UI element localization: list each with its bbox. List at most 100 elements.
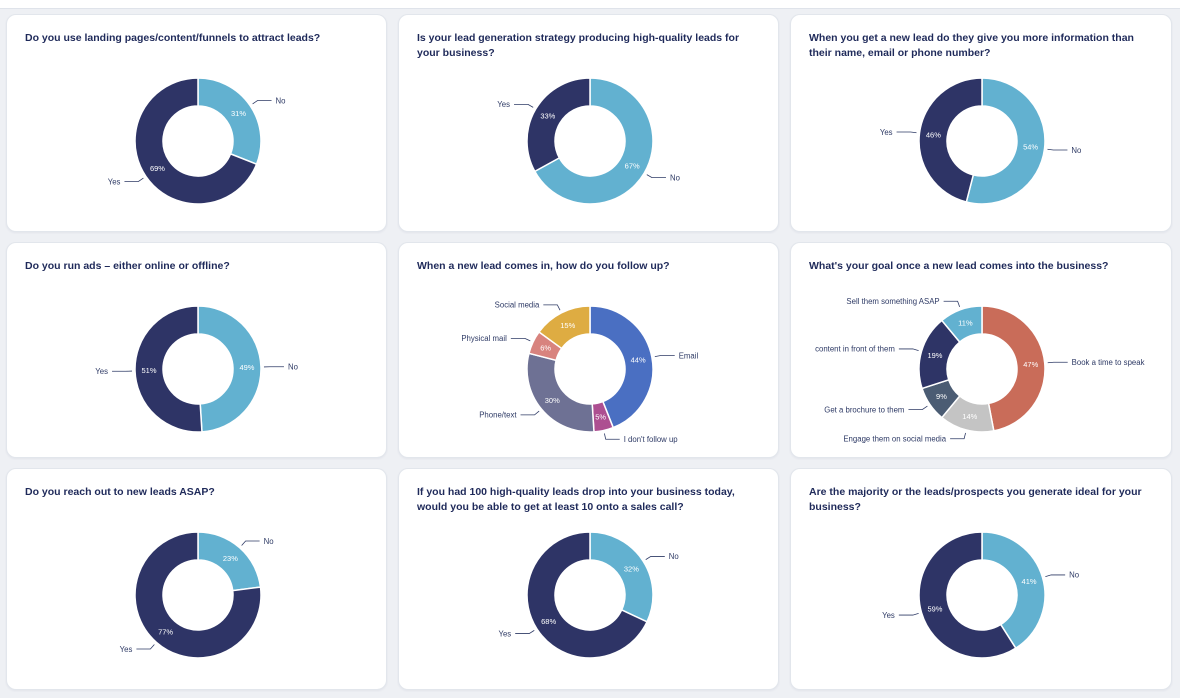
slice-category-label: Yes: [120, 645, 133, 654]
slice-value-label: 77%: [158, 627, 173, 636]
slice-value-label: 68%: [541, 617, 556, 626]
slice-no: [533, 77, 654, 205]
leader-line: [241, 540, 260, 546]
slice-category-label: No: [669, 552, 680, 561]
chart-card-ideal-prospects: Are the majority or the leads/prospects …: [790, 468, 1172, 690]
chart-title: Do you run ads – either online or offlin…: [25, 260, 230, 272]
slice-social-media: [537, 305, 591, 350]
leader-line: [252, 100, 272, 105]
slice-category-label: Engage them on social media: [843, 435, 946, 444]
slice-category-label: Yes: [497, 100, 510, 109]
leader-line: [604, 433, 620, 440]
slice-yes: [918, 531, 1017, 659]
slice-value-label: 15%: [560, 321, 575, 330]
chart-title: Do you use landing pages/content/funnels…: [25, 32, 321, 44]
slice-no: [197, 77, 262, 166]
slice-no: [589, 531, 654, 623]
chart-card-reach-out: Do you reach out to new leads ASAP? 23% N…: [6, 468, 387, 690]
slice-yes: [134, 305, 203, 433]
slice-value-label: 14%: [962, 412, 977, 421]
slice-value-label: 54%: [1023, 143, 1038, 152]
leader-line: [898, 348, 919, 351]
donut-chart-lead-goal: 47% Book a time to speak 14% Engage them on…: [815, 297, 1145, 444]
leader-line: [1047, 148, 1068, 151]
slice-sell-them-something-asap: [940, 305, 983, 344]
slice-value-label: 31%: [231, 109, 246, 118]
slice-yes: [134, 531, 262, 659]
slice-category-label: Book a time to speak: [1072, 358, 1145, 367]
slice-value-label: 69%: [150, 164, 165, 173]
slice-value-label: 33%: [540, 112, 555, 121]
slice-value-label: 30%: [545, 396, 560, 405]
chart-card-lead-quality: Is your lead generation strategy produci…: [398, 14, 779, 232]
leader-line: [515, 630, 535, 634]
slice-category-label: No: [670, 173, 681, 182]
slice-category-label: Phone/text: [479, 411, 517, 420]
slice-value-label: 49%: [239, 363, 254, 372]
leader-line: [654, 355, 675, 358]
slice-yes: [134, 77, 258, 205]
slice-value-label: 32%: [624, 564, 639, 573]
leader-line: [908, 405, 928, 410]
chart-title: Do you reach out to new leads ASAP?: [25, 486, 215, 498]
survey-results-grid: Do you use landing pages/content/funnels…: [6, 14, 1172, 690]
donut-chart-ideal-prospects: 41% No 59% Yes: [882, 531, 1080, 659]
slice-category-label: Sell them something ASAP: [846, 297, 939, 306]
chart-card-lead-goal: What's your goal once a new lead comes i…: [790, 242, 1172, 458]
slice-no: [965, 77, 1046, 205]
slice-category-label: Yes: [108, 177, 121, 186]
chart-title: What's your goal once a new lead comes i…: [809, 260, 1109, 272]
slice-value-label: 46%: [926, 130, 941, 139]
chart-card-follow-up: When a new lead comes in, how do you fol…: [398, 242, 779, 458]
leader-line: [136, 644, 155, 650]
slice-value-label: 59%: [927, 604, 942, 613]
slice-category-label: Email: [679, 351, 699, 360]
donut-chart-reach-out: 23% No 77% Yes: [120, 531, 275, 659]
slice-phone-text: [526, 352, 595, 433]
leader-line: [514, 103, 534, 108]
slice-no: [197, 305, 262, 433]
slice-yes: [526, 77, 591, 173]
slice-value-label: 5%: [595, 412, 606, 421]
slice-email: [589, 305, 654, 429]
donut-chart-landing-pages: 31% No 69% Yes: [108, 77, 287, 205]
leader-line: [898, 613, 919, 616]
slice-value-label: 67%: [625, 162, 640, 171]
slice-no: [981, 531, 1046, 650]
donut-chart-run-ads: 49% No 51% Yes: [95, 305, 299, 433]
slice-category-label: content in front of them: [815, 345, 895, 354]
slice-value-label: 47%: [1023, 360, 1038, 369]
donut-chart-lead-info: 54% No 46% Yes: [880, 77, 1082, 205]
slice-category-label: Yes: [882, 611, 895, 620]
chart-title: If you had 100 high-quality leads drop i…: [417, 486, 735, 513]
slice-category-label: Social media: [495, 301, 540, 310]
leader-line: [1047, 361, 1068, 364]
leader-line: [543, 304, 561, 311]
slice-category-label: Yes: [498, 629, 511, 638]
slice-book-a-time-to-speak: [981, 305, 1046, 432]
slice-value-label: 44%: [631, 355, 646, 364]
slice-value-label: 9%: [936, 392, 947, 401]
leader-line: [520, 410, 540, 416]
slice-value-label: 41%: [1022, 577, 1037, 586]
donut-chart-follow-up: 44% Email 5% I don't follow up 30% Phone/text…: [461, 301, 699, 444]
chart-title: When a new lead comes in, how do you fol…: [417, 260, 670, 272]
slice-category-label: I don't follow up: [624, 435, 679, 444]
slice-value-label: 23%: [223, 554, 238, 563]
leader-line: [950, 432, 966, 440]
slice-yes: [526, 531, 649, 659]
slice-category-label: No: [276, 96, 287, 105]
chart-card-lead-info: When you get a new lead do they give you…: [790, 14, 1172, 232]
slice-category-label: No: [264, 537, 275, 546]
leader-line: [645, 556, 665, 560]
slice-category-label: No: [1071, 146, 1082, 155]
leader-line: [510, 337, 531, 342]
slice-category-label: Yes: [95, 367, 108, 376]
leader-line: [943, 300, 961, 308]
chart-card-landing-pages: Do you use landing pages/content/funnels…: [6, 14, 387, 232]
slice-category-label: Physical mail: [461, 334, 507, 343]
slice-category-label: No: [288, 363, 299, 372]
top-bar: [0, 0, 1180, 9]
chart-card-sales-call: If you had 100 high-quality leads drop i…: [398, 468, 779, 690]
donut-chart-lead-quality: 67% No 33% Yes: [497, 77, 681, 205]
